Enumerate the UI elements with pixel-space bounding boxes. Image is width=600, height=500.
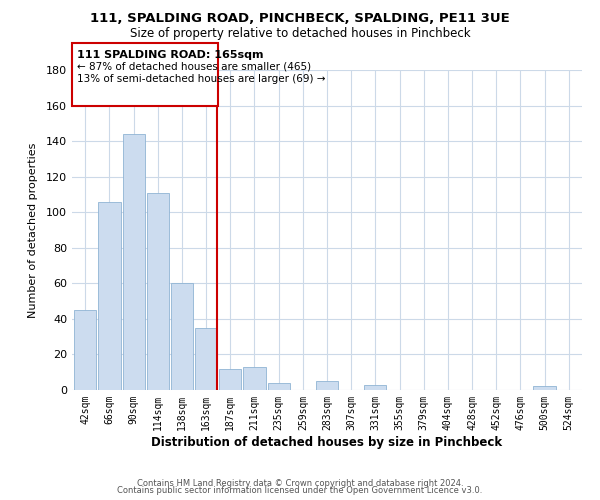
Bar (316, 381, 338, 390)
Bar (244, 367, 266, 390)
Text: 111 SPALDING ROAD: 165sqm: 111 SPALDING ROAD: 165sqm (77, 50, 263, 59)
Bar (171, 284, 193, 390)
Bar (533, 386, 556, 390)
Bar (219, 368, 241, 390)
X-axis label: Distribution of detached houses by size in Pinchbeck: Distribution of detached houses by size … (151, 436, 503, 448)
Text: Contains public sector information licensed under the Open Government Licence v3: Contains public sector information licen… (118, 486, 482, 495)
Bar (268, 383, 290, 390)
Bar (72, 44, 218, 106)
Bar (146, 192, 169, 390)
Bar (195, 328, 217, 390)
Text: Size of property relative to detached houses in Pinchbeck: Size of property relative to detached ho… (130, 28, 470, 40)
Text: 111, SPALDING ROAD, PINCHBECK, SPALDING, PE11 3UE: 111, SPALDING ROAD, PINCHBECK, SPALDING,… (90, 12, 510, 26)
Text: Contains HM Land Registry data © Crown copyright and database right 2024.: Contains HM Land Registry data © Crown c… (137, 478, 463, 488)
Bar (364, 384, 386, 390)
Bar (98, 202, 121, 390)
Text: 13% of semi-detached houses are larger (69) →: 13% of semi-detached houses are larger (… (77, 74, 325, 84)
Y-axis label: Number of detached properties: Number of detached properties (28, 142, 38, 318)
Bar (74, 310, 97, 390)
Bar (122, 134, 145, 390)
Text: ← 87% of detached houses are smaller (465): ← 87% of detached houses are smaller (46… (77, 61, 311, 71)
